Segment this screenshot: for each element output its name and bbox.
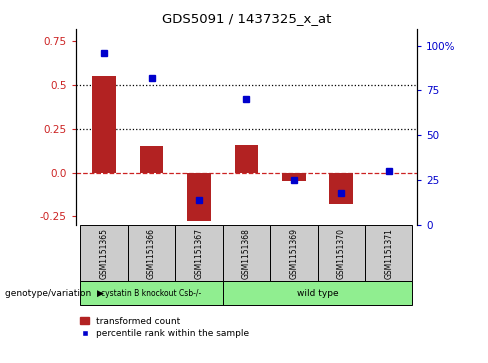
Bar xyxy=(140,146,163,172)
Bar xyxy=(187,172,211,221)
Bar xyxy=(81,225,128,281)
Bar xyxy=(282,172,306,181)
Bar xyxy=(128,225,175,281)
Text: GSM1151367: GSM1151367 xyxy=(195,228,203,279)
Bar xyxy=(329,172,353,204)
Text: GSM1151368: GSM1151368 xyxy=(242,228,251,279)
Bar xyxy=(175,225,223,281)
Text: GSM1151369: GSM1151369 xyxy=(289,228,298,279)
Bar xyxy=(235,144,258,172)
Bar xyxy=(318,225,365,281)
Title: GDS5091 / 1437325_x_at: GDS5091 / 1437325_x_at xyxy=(162,12,331,25)
Text: GSM1151370: GSM1151370 xyxy=(337,228,346,279)
Bar xyxy=(270,225,318,281)
Text: GSM1151366: GSM1151366 xyxy=(147,228,156,279)
Bar xyxy=(223,281,412,305)
Text: genotype/variation  ▶: genotype/variation ▶ xyxy=(5,289,104,298)
Text: wild type: wild type xyxy=(297,289,338,298)
Bar xyxy=(223,225,270,281)
Text: GSM1151371: GSM1151371 xyxy=(384,228,393,279)
Text: GSM1151365: GSM1151365 xyxy=(100,228,109,279)
Bar xyxy=(92,76,116,172)
Legend: transformed count, percentile rank within the sample: transformed count, percentile rank withi… xyxy=(80,317,249,338)
Text: cystatin B knockout Csb-/-: cystatin B knockout Csb-/- xyxy=(102,289,202,298)
Bar xyxy=(365,225,412,281)
Bar xyxy=(81,281,223,305)
